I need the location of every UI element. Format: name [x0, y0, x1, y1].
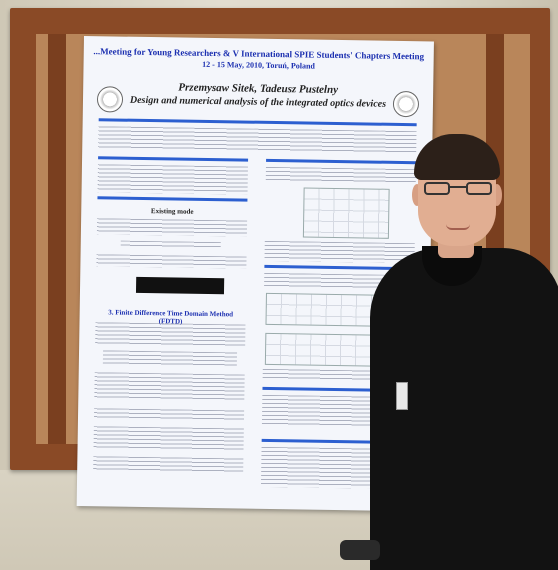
glasses-icon	[424, 182, 492, 196]
mode-text-block	[96, 254, 247, 269]
name-badge	[396, 382, 408, 410]
section-title-mode: Existing mode	[150, 207, 194, 216]
fdtd-text-block	[93, 426, 244, 451]
presenter-ear-right	[492, 184, 502, 206]
waveguide-figure	[135, 276, 225, 295]
glasses-lens-left	[424, 182, 450, 195]
object-foreground	[340, 540, 380, 560]
intro-text-block	[97, 164, 248, 195]
divider-bar	[97, 196, 248, 202]
glasses-bridge	[450, 186, 466, 188]
divider-bar	[266, 158, 417, 165]
frame-post-left	[48, 34, 66, 444]
equation	[120, 240, 221, 249]
divider-bar	[98, 156, 249, 162]
fdtd-text-block	[93, 456, 244, 473]
fdtd-equations	[102, 350, 238, 367]
results-text-block	[265, 166, 416, 184]
fdtd-text-block	[95, 322, 246, 347]
results-text-block	[264, 240, 415, 264]
presenter-ear-left	[412, 184, 422, 206]
divider-bar	[98, 118, 417, 127]
abstract-text-block	[98, 126, 417, 154]
poster-header: ...Meeting for Young Researchers & V Int…	[83, 46, 433, 73]
fdtd-text-block	[93, 408, 245, 421]
presenter-smile	[446, 224, 470, 230]
mode-text-block	[96, 218, 248, 237]
glasses-lens-right	[466, 182, 492, 195]
results-graph	[302, 187, 390, 239]
fdtd-text-block	[94, 372, 245, 401]
